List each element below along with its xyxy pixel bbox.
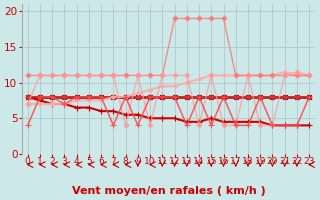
X-axis label: Vent moyen/en rafales ( km/h ): Vent moyen/en rafales ( km/h ) <box>72 186 265 196</box>
